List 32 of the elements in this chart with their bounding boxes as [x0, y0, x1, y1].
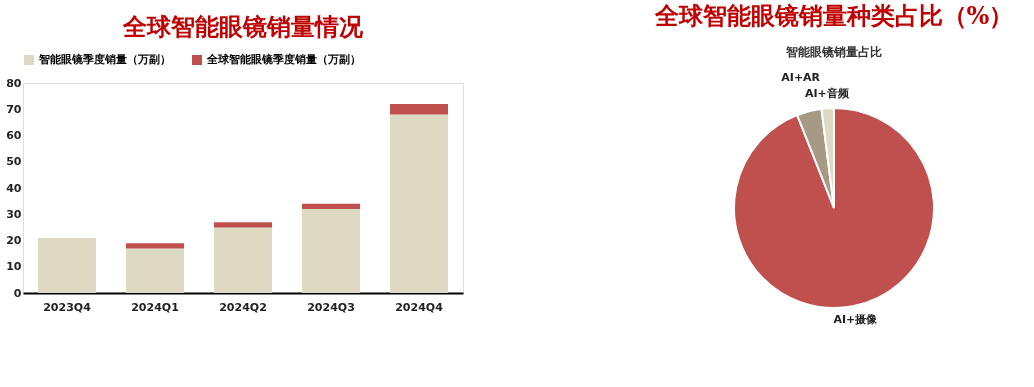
legend-label: 智能眼镜季度销量（万副） [38, 53, 171, 66]
slice-label: AI+音频 [804, 87, 850, 101]
x-tick-label: 2023Q4 [43, 300, 92, 314]
y-tick-label: 20 [6, 234, 22, 247]
bar [390, 104, 448, 115]
chart-title: 全球智能眼镜销量种类占比（%） [653, 1, 1014, 31]
y-tick-label: 80 [6, 76, 22, 90]
y-tick-label: 60 [6, 129, 22, 142]
chart-title: 全球智能眼镜销量情况 [122, 12, 364, 41]
x-tick-label: 2024Q2 [219, 300, 267, 314]
y-tick-label: 40 [6, 181, 22, 195]
chart-subtitle: 智能眼镜销量占比 [785, 45, 882, 60]
bar [390, 114, 448, 293]
y-tick-label: 0 [13, 286, 22, 300]
slice-label: AI+摄像 [833, 312, 879, 326]
bar [302, 203, 360, 209]
y-tick-label: 10 [6, 260, 22, 274]
y-tick-label: 30 [6, 207, 22, 221]
y-tick-label: 50 [6, 155, 22, 169]
x-tick-label: 2024Q1 [131, 300, 179, 314]
bar [126, 248, 184, 293]
slice-label: AI+AR [781, 71, 821, 85]
bar [302, 209, 360, 293]
bar [38, 237, 96, 293]
x-tick-label: 2024Q4 [395, 300, 444, 314]
y-tick-label: 70 [6, 102, 22, 116]
x-tick-label: 2024Q3 [307, 300, 355, 314]
bar [214, 227, 272, 293]
legend-label: 全球智能眼镜季度销量（万副） [206, 53, 361, 66]
bar [126, 243, 184, 249]
bar [214, 222, 272, 228]
pie-slice [733, 107, 935, 309]
